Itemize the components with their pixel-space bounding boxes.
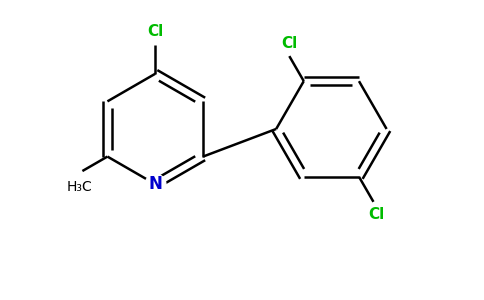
Text: H₃C: H₃C	[67, 181, 92, 194]
Text: Cl: Cl	[368, 207, 384, 222]
Text: N: N	[148, 175, 162, 193]
Text: Cl: Cl	[147, 23, 164, 38]
Text: Cl: Cl	[281, 36, 298, 51]
